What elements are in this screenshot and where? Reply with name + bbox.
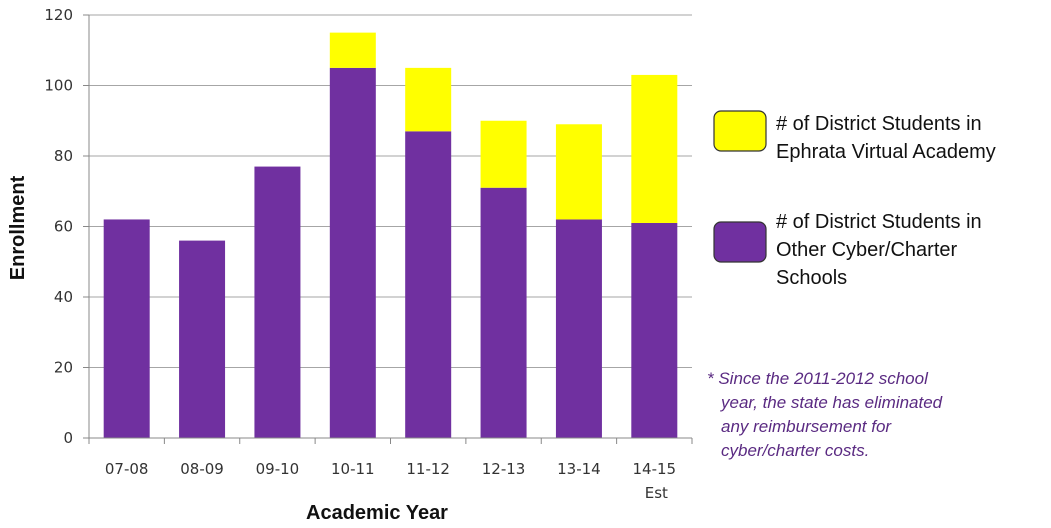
legend: # of District Students in Ephrata Virtual… <box>713 110 996 289</box>
bar-other-cyber-charter <box>405 131 452 438</box>
footnote-line: any reimbursement for <box>721 417 892 436</box>
bar-ephrata-virtual-academy <box>405 67 452 132</box>
legend-label: Ephrata Virtual Academy <box>776 141 996 163</box>
x-tick-label: 14-15 <box>633 460 677 478</box>
x-tick-label: 13-14 <box>557 460 601 478</box>
y-tick-label: 0 <box>63 429 73 447</box>
legend-label: Schools <box>776 267 847 289</box>
x-tick-sublabel: Est <box>645 484 668 502</box>
legend-swatch <box>713 221 767 263</box>
x-tick-label: 12-13 <box>482 460 526 478</box>
x-tick-label: 08-09 <box>180 460 224 478</box>
bar-ephrata-virtual-academy <box>555 124 602 220</box>
bar-other-cyber-charter <box>103 219 150 438</box>
bar-other-cyber-charter <box>555 219 602 438</box>
y-tick-label: 80 <box>54 147 73 165</box>
x-tick-label: 10-11 <box>331 460 375 478</box>
x-axis-title: Academic Year <box>306 502 448 524</box>
legend-label: Other Cyber/Charter <box>776 239 958 261</box>
x-axis: 07-08 08-09 09-10 10-11 11-12 12-13 13-14 14-15… <box>88 437 693 502</box>
y-tick-label: 120 <box>44 6 73 24</box>
legend-label: # of District Students in <box>776 211 982 233</box>
bar-other-cyber-charter <box>480 187 527 438</box>
bar-other-cyber-charter <box>329 67 376 438</box>
y-tick-label: 100 <box>44 77 73 95</box>
bar-ephrata-virtual-academy <box>480 120 527 188</box>
bar-other-cyber-charter <box>179 240 226 438</box>
footnote-line: cyber/charter costs. <box>721 441 869 460</box>
bar-ephrata-virtual-academy <box>631 74 678 223</box>
y-axis-title: Enrollment <box>7 175 29 280</box>
footnote-line: * Since the 2011-2012 school <box>707 369 929 388</box>
y-axis: 0 20 40 60 80 100 120 <box>44 6 90 447</box>
x-tick-label: 09-10 <box>256 460 300 478</box>
footnote-line: year, the state has eliminated <box>720 393 943 412</box>
bar-series <box>103 32 678 438</box>
y-tick-label: 20 <box>54 359 73 377</box>
x-tick-label: 07-08 <box>105 460 149 478</box>
bar-ephrata-virtual-academy <box>329 32 376 68</box>
legend-swatch <box>713 110 767 152</box>
y-tick-label: 40 <box>54 288 73 306</box>
bar-other-cyber-charter <box>254 166 301 438</box>
y-tick-label: 60 <box>54 218 73 236</box>
legend-label: # of District Students in <box>776 113 982 135</box>
bar-other-cyber-charter <box>631 222 678 438</box>
x-tick-label: 11-12 <box>406 460 450 478</box>
footnote: * Since the 2011-2012 school year, the st… <box>707 369 943 460</box>
